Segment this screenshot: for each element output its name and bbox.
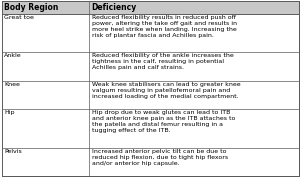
Text: Weak knee stabilisers can lead to greater knee
valgum resulting in patellofemora: Weak knee stabilisers can lead to greate… — [92, 82, 240, 99]
Bar — [2, 147, 298, 176]
Text: Hip drop due to weak glutes can lead to ITB
and anterior knee pain as the ITB at: Hip drop due to weak glutes can lead to … — [92, 110, 235, 133]
Text: Reduced flexibility of the ankle increases the
tightness in the calf, resulting : Reduced flexibility of the ankle increas… — [92, 53, 233, 70]
Bar — [2, 52, 298, 81]
Text: Pelvis: Pelvis — [4, 149, 22, 154]
Text: Ankle: Ankle — [4, 53, 22, 58]
Text: Great toe: Great toe — [4, 15, 34, 20]
Bar — [2, 14, 298, 52]
Text: Knee: Knee — [4, 82, 20, 87]
Text: Hip: Hip — [4, 110, 14, 115]
Bar — [2, 109, 298, 147]
Text: Reduced flexibility results in reduced push off
power, altering the take off gai: Reduced flexibility results in reduced p… — [92, 15, 236, 38]
Bar — [2, 1, 298, 14]
Text: Body Region: Body Region — [4, 3, 58, 12]
Text: Increased anterior pelvic tilt can be due to
reduced hip flexion, due to tight h: Increased anterior pelvic tilt can be du… — [92, 149, 228, 165]
Bar — [2, 81, 298, 109]
Text: Deficiency: Deficiency — [92, 3, 137, 12]
